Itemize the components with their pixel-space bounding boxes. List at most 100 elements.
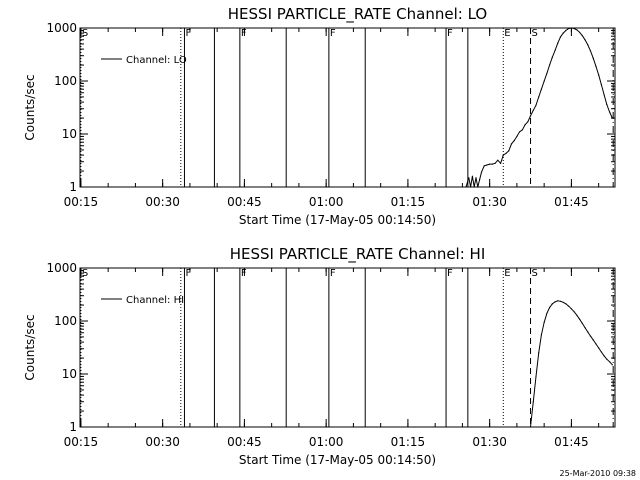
data-point xyxy=(538,96,540,98)
data-point xyxy=(489,163,491,165)
x-tick-label: 01:00 xyxy=(309,435,344,449)
data-point xyxy=(589,335,592,337)
x-tick-label: 00:15 xyxy=(64,195,99,209)
x-tick-label: 01:00 xyxy=(309,195,344,209)
chart-title: HESSI PARTICLE_RATE Channel: HI xyxy=(230,245,486,264)
data-point xyxy=(600,351,603,353)
data-point xyxy=(549,64,551,66)
data-point xyxy=(521,129,524,131)
event-marker-label: F xyxy=(241,28,247,39)
data-point xyxy=(527,121,529,123)
event-marker-label: F xyxy=(447,268,453,279)
data-point xyxy=(600,84,603,86)
event-marker-label: S xyxy=(532,268,538,279)
y-tick-label: 10 xyxy=(62,367,77,381)
data-point xyxy=(559,36,562,38)
data-point xyxy=(479,178,481,180)
plot-frame xyxy=(79,267,616,428)
data-point xyxy=(500,162,502,164)
data-point xyxy=(611,117,613,119)
event-marker-label: F xyxy=(447,28,453,39)
y-tick-label: 100 xyxy=(54,74,77,88)
data-point xyxy=(557,300,559,302)
data-point xyxy=(603,355,605,357)
data-point xyxy=(529,426,532,428)
x-tick-label: 01:30 xyxy=(472,435,507,449)
x-tick-label: 01:45 xyxy=(554,435,589,449)
data-point xyxy=(535,104,537,106)
data-point xyxy=(538,352,540,354)
data-point xyxy=(565,303,567,305)
data-point xyxy=(483,165,485,167)
data-point xyxy=(568,305,570,307)
event-marker-label: F xyxy=(185,268,191,279)
data-point xyxy=(592,57,594,59)
data-point xyxy=(554,301,556,303)
data-point xyxy=(609,361,611,363)
event-marker-label: E xyxy=(504,268,510,279)
x-tick-label: 00:45 xyxy=(227,195,262,209)
data-point xyxy=(584,39,586,41)
data-point xyxy=(486,164,488,166)
data-point xyxy=(584,327,586,329)
data-point xyxy=(532,401,534,403)
data-point xyxy=(540,334,543,336)
data-point xyxy=(497,159,499,161)
data-point xyxy=(606,103,608,106)
data-point xyxy=(505,152,507,154)
data-point xyxy=(581,322,583,324)
data-point xyxy=(579,318,581,320)
data-point xyxy=(510,143,513,145)
data-point xyxy=(519,131,521,133)
data-point xyxy=(471,175,473,177)
x-axis-label: Start Time (17-May-05 00:14:50) xyxy=(239,453,436,467)
data-point xyxy=(568,27,570,30)
data-point xyxy=(508,150,510,152)
plot-timestamp: 25-Mar-2010 09:38 xyxy=(560,469,637,478)
series-line xyxy=(530,300,613,428)
data-point xyxy=(576,29,578,31)
data-point xyxy=(573,311,575,313)
x-tick-label: 00:45 xyxy=(227,435,262,449)
chart-title: HESSI PARTICLE_RATE Channel: LO xyxy=(228,5,487,24)
data-point xyxy=(543,80,545,82)
x-tick-label: 00:30 xyxy=(145,195,180,209)
data-point xyxy=(573,27,575,30)
data-point xyxy=(589,50,592,52)
data-point xyxy=(587,331,589,333)
y-axis-label: Counts/sec xyxy=(23,74,37,140)
data-point xyxy=(557,42,559,44)
data-point xyxy=(546,312,548,314)
data-point xyxy=(473,186,475,188)
data-point xyxy=(551,303,553,305)
event-marker-label: F xyxy=(185,28,191,39)
series-line xyxy=(465,27,613,188)
event-marker-label: S xyxy=(82,28,88,39)
x-tick-label: 01:15 xyxy=(391,195,426,209)
data-point xyxy=(562,301,564,303)
data-point xyxy=(565,29,567,31)
data-point xyxy=(562,32,564,34)
x-tick-label: 01:30 xyxy=(472,195,507,209)
data-point xyxy=(554,49,556,51)
y-tick-label: 10 xyxy=(62,127,77,141)
event-marker-label: E xyxy=(504,28,510,39)
lo-channel-panel: HESSI PARTICLE_RATE Channel: LO Counts/se… xyxy=(23,5,616,227)
y-tick-label: 1 xyxy=(69,420,77,434)
data-point xyxy=(546,72,548,74)
data-point xyxy=(470,186,472,188)
data-point xyxy=(576,314,578,316)
data-point xyxy=(606,358,608,360)
data-point xyxy=(598,74,600,76)
data-point xyxy=(465,186,467,188)
data-point xyxy=(516,135,518,137)
x-axis-label: Start Time (17-May-05 00:14:50) xyxy=(239,213,436,227)
y-tick-label: 1000 xyxy=(46,21,77,35)
data-point xyxy=(540,88,543,90)
event-marker-label: F xyxy=(241,268,247,279)
data-point xyxy=(570,27,573,29)
data-point xyxy=(611,364,613,366)
event-marker-label: S xyxy=(82,268,88,279)
x-tick-label: 01:15 xyxy=(391,435,426,449)
